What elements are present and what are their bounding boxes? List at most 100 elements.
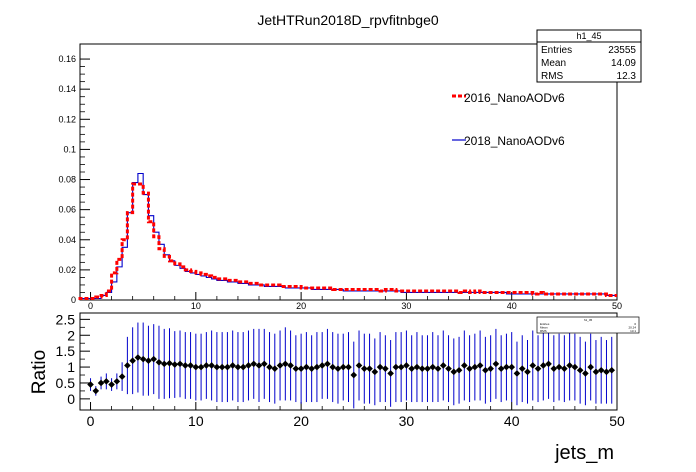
- ratio-point: [418, 365, 426, 372]
- ratio-point: [171, 361, 179, 368]
- ratio-point: [582, 370, 589, 377]
- ratio-point: [408, 365, 415, 372]
- ratio-point: [566, 362, 573, 369]
- ratio-point: [524, 368, 531, 376]
- ratio-point: [513, 370, 521, 377]
- stats-entries-value: 23555: [608, 45, 636, 56]
- ratio-point: [339, 363, 347, 371]
- ratio-point: [434, 365, 442, 372]
- ratio-point: [213, 363, 221, 371]
- ratio-stats-entries-value: 0: [634, 322, 636, 326]
- ratio-y-tick-label: 1.5: [56, 343, 76, 359]
- legend-label-2016: 2016_NanoAODv6: [464, 91, 565, 105]
- ratio-point: [534, 365, 542, 372]
- ratio-point: [450, 368, 458, 376]
- ratio-point: [224, 363, 231, 371]
- ratio-plot-axes: 00.511.522.50 10 20 30 40 50: [56, 311, 625, 429]
- ratio-point: [397, 363, 405, 371]
- ratio-point: [439, 362, 447, 369]
- main-plot-histograms: [78, 172, 617, 300]
- ratio-point: [108, 381, 115, 388]
- ratio-point: [203, 362, 210, 369]
- ratio-stats-name: h1_45: [584, 318, 593, 322]
- ratio-point: [181, 362, 189, 369]
- ratio-point: [160, 360, 168, 368]
- ratio-point: [197, 363, 205, 371]
- ratio-x-tick-label: 0: [87, 413, 95, 429]
- ratio-point: [239, 363, 247, 371]
- main-x-tick-label: 30: [401, 301, 411, 311]
- ratio-point: [276, 362, 284, 369]
- ratio-stats-rms-label: RMS: [540, 329, 547, 333]
- main-plot-frame: [79, 43, 618, 301]
- ratio-point: [413, 363, 421, 371]
- main-x-tick-label: 40: [507, 301, 517, 311]
- main-plot-axes: 0 0.02 0.04 0.06 0.08 0.1 0.12 0.14 0.16 0 10 20 30 4…: [58, 54, 622, 311]
- ratio-point: [145, 357, 152, 365]
- ratio-point: [266, 363, 273, 371]
- stats-entries-label: Entries: [541, 45, 572, 56]
- ratio-point: [608, 366, 616, 374]
- ratio-point: [597, 366, 605, 374]
- ratio-point: [539, 362, 547, 369]
- ratio-point: [403, 362, 410, 369]
- stats-rms-value: 12.3: [617, 71, 637, 82]
- ratio-point: [508, 363, 516, 371]
- ratio-point: [529, 362, 537, 369]
- ratio-point: [503, 363, 510, 371]
- main-y-tick-label: 0.12: [58, 114, 76, 124]
- ratio-y-tick-label: 0.5: [56, 375, 76, 391]
- ratio-point: [150, 355, 158, 363]
- ratio-point: [166, 359, 173, 367]
- main-y-tick-label: 0.16: [58, 54, 76, 64]
- ratio-point: [271, 365, 279, 372]
- ratio-point: [461, 362, 468, 369]
- histogram-series-2018_NanoAODv6: [79, 172, 617, 300]
- ratio-point: [318, 362, 326, 369]
- ratio-point: [561, 365, 568, 372]
- ratio-point: [555, 363, 563, 371]
- ratio-point: [250, 360, 258, 368]
- ratio-point: [366, 365, 373, 372]
- ratio-point: [576, 366, 584, 374]
- ratio-point: [292, 365, 300, 372]
- main-y-tick-label: 0.1: [63, 144, 76, 154]
- ratio-x-tick-label: 20: [293, 413, 309, 429]
- ratio-plot-frame: [79, 312, 618, 411]
- ratio-point: [124, 362, 131, 369]
- ratio-point: [571, 363, 579, 371]
- ratio-point: [429, 363, 437, 371]
- ratio-point: [297, 365, 305, 372]
- ratio-point: [376, 363, 384, 371]
- stats-name: h1_45: [576, 31, 601, 41]
- ratio-point: [392, 363, 400, 371]
- ratio-point: [103, 378, 110, 385]
- ratio-point: [129, 357, 136, 365]
- chart-title: JetHTRun2018D_rpvfitnbge0: [257, 12, 439, 28]
- ratio-point: [208, 362, 215, 369]
- ratio-point: [118, 373, 126, 380]
- ratio-point: [492, 360, 500, 368]
- main-y-tick-label: 0.08: [58, 175, 76, 185]
- ratio-point: [455, 366, 463, 374]
- ratio-point: [192, 363, 200, 371]
- ratio-point: [113, 378, 121, 385]
- ratio-point: [218, 363, 226, 371]
- main-y-tick-label: 0.04: [58, 235, 76, 245]
- ratio-point: [155, 358, 163, 366]
- ratio-point: [545, 360, 552, 368]
- ratio-point: [487, 365, 494, 372]
- ratio-point: [308, 365, 315, 372]
- ratio-point: [334, 365, 342, 372]
- ratio-x-tick-label: 40: [504, 413, 520, 429]
- ratio-x-tick-label: 50: [609, 413, 625, 429]
- ratio-point: [229, 362, 236, 369]
- ratio-point: [260, 360, 268, 368]
- ratio-point: [329, 363, 337, 371]
- stats-mean-value: 14.09: [611, 58, 636, 69]
- legend-label-2018: 2018_NanoAODv6: [464, 134, 565, 148]
- ratio-point: [382, 365, 389, 372]
- ratio-y-tick-label: 0: [67, 391, 75, 407]
- ratio-y-tick-label: 2.5: [56, 311, 76, 327]
- ratio-point: [324, 360, 331, 368]
